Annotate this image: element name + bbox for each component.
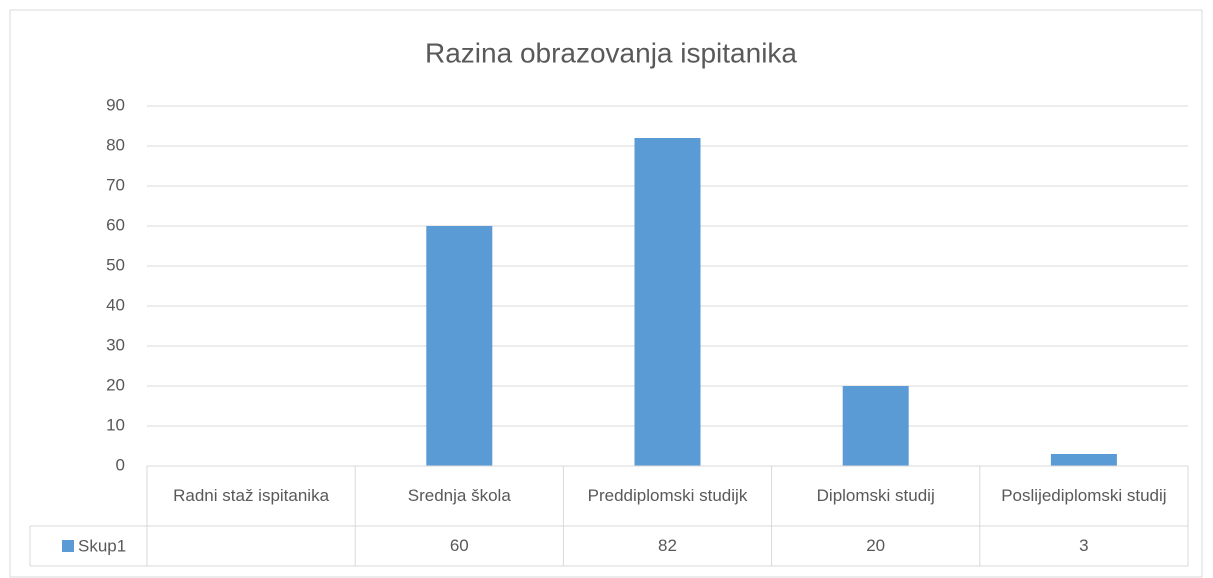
y-tick-label: 80 [106, 135, 125, 154]
table-value: 82 [658, 536, 677, 555]
x-tick-label: Diplomski studij [816, 486, 935, 505]
x-tick-label: Preddiplomski studijk [587, 486, 748, 505]
chart-border [9, 9, 1203, 578]
x-tick-label: Radni staž ispitanika [173, 486, 330, 505]
y-tick-label: 0 [116, 455, 125, 474]
table-value: 60 [449, 536, 469, 555]
x-tick-label: Poslijediplomski studij [1001, 486, 1167, 505]
y-tick-label: 90 [106, 95, 125, 114]
y-tick-label: 50 [106, 255, 125, 274]
y-tick-label: 10 [106, 415, 125, 434]
bar [842, 386, 909, 466]
table-value: 3 [1079, 536, 1089, 555]
y-tick-label: 30 [106, 335, 125, 354]
y-tick-label: 60 [106, 215, 125, 234]
table-value: 20 [866, 536, 886, 555]
chart-title: Razina obrazovanja ispitanika [425, 37, 797, 68]
bar [426, 226, 493, 466]
x-tick-label: Srednja škola [407, 486, 511, 505]
table-value [147, 526, 355, 566]
legend-label: Skup1 [78, 536, 126, 555]
y-tick-label: 70 [106, 175, 125, 194]
bar [1050, 454, 1117, 466]
bar [634, 138, 701, 466]
y-tick-label: 20 [106, 375, 125, 394]
y-tick-label: 40 [106, 295, 125, 314]
legend-marker [62, 540, 74, 552]
